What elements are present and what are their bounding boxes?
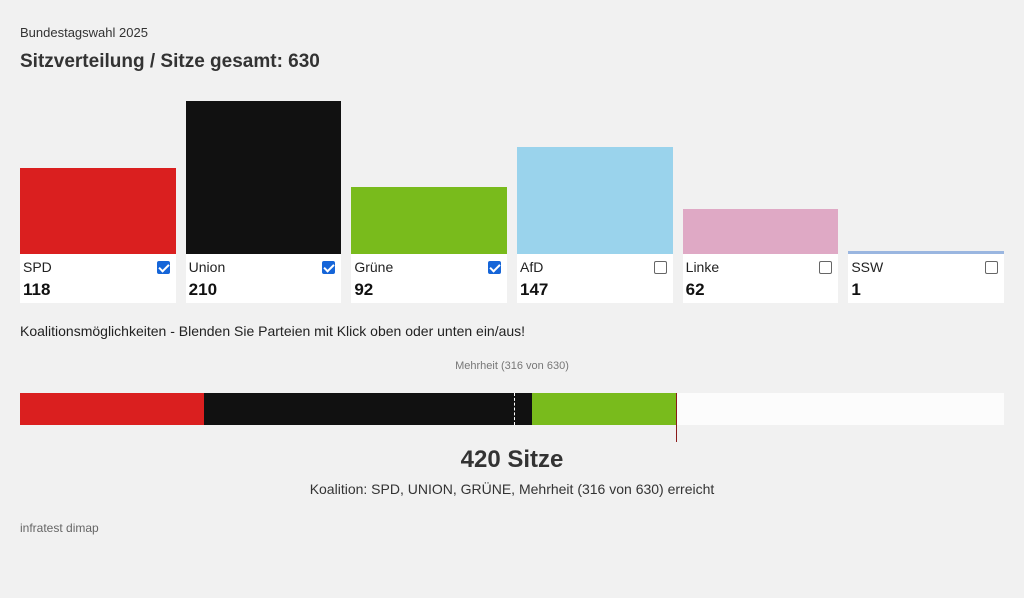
- party-seats: 210: [188, 280, 218, 299]
- coalition-segment-spd[interactable]: [20, 393, 205, 425]
- source-label: infratest dimap: [20, 521, 99, 535]
- party-seats: 1: [851, 280, 861, 299]
- coalition-bar: [20, 393, 1004, 425]
- party-card-spd[interactable]: SPD 118: [20, 254, 176, 303]
- party-checkbox[interactable]: [156, 261, 170, 274]
- bar-afd[interactable]: [517, 146, 673, 254]
- party-name: Union: [188, 259, 226, 275]
- coalition-result: Koalition: SPD, UNION, GRÜNE, Mehrheit (…: [309, 481, 715, 497]
- majority-label: Mehrheit (316 von 630): [455, 360, 569, 372]
- party-cards: SPD 118 Union 210 Grüne 92 AfD 147 Linke 62 SSW 1: [20, 254, 1004, 303]
- party-card-ssw[interactable]: SSW 1: [848, 254, 1004, 303]
- coalition-seats: 420 Sitze: [460, 446, 564, 473]
- bar-linke[interactable]: [682, 208, 839, 254]
- party-seats: 147: [520, 280, 549, 299]
- party-name: SSW: [851, 259, 884, 275]
- bar-gruene[interactable]: [351, 186, 507, 254]
- party-name: SPD: [23, 259, 52, 275]
- party-card-linke[interactable]: Linke 62: [682, 254, 839, 303]
- party-name: AfD: [520, 259, 544, 275]
- party-checkbox[interactable]: [487, 261, 501, 274]
- party-card-afd[interactable]: AfD 147: [517, 254, 673, 303]
- coalition-end-marker: [676, 393, 677, 442]
- party-checkbox[interactable]: [984, 261, 998, 274]
- party-name: Linke: [685, 259, 720, 275]
- bar-union[interactable]: [185, 101, 342, 254]
- chart-title: Sitzverteilung / Sitze gesamt: 630: [20, 51, 320, 72]
- coalition-hint: Koalitionsmöglichkeiten - Blenden Sie Pa…: [20, 323, 526, 339]
- chart-kicker: Bundestagswahl 2025: [20, 25, 148, 40]
- coalition-segment-gruene[interactable]: [532, 393, 676, 425]
- coalition-segment-union[interactable]: [204, 393, 533, 425]
- party-checkbox[interactable]: [819, 261, 833, 274]
- bar-ssw[interactable]: [848, 251, 1004, 254]
- party-seats: 118: [23, 280, 51, 299]
- party-card-gruene[interactable]: Grüne 92: [351, 254, 507, 303]
- majority-marker: [513, 393, 515, 425]
- party-checkbox[interactable]: [322, 261, 336, 274]
- party-card-union[interactable]: Union 210: [185, 254, 342, 303]
- party-checkbox[interactable]: [653, 261, 667, 274]
- party-seats: 62: [685, 280, 705, 299]
- party-seats: 92: [354, 280, 374, 299]
- bar-spd[interactable]: [20, 168, 176, 254]
- party-name: Grüne: [354, 259, 394, 275]
- seat-bar-chart: [20, 90, 1004, 254]
